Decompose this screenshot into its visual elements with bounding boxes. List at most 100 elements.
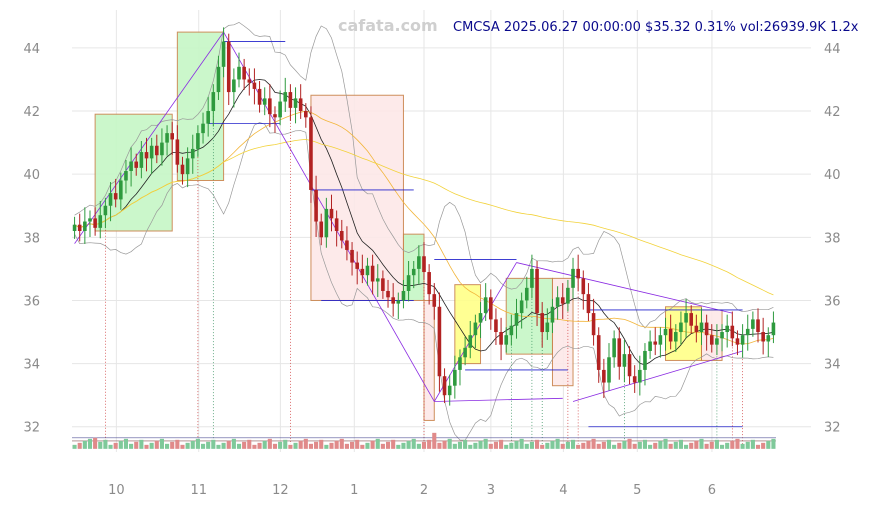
candle <box>550 298 555 333</box>
candle-body <box>432 294 437 307</box>
x-tick-label: 11 <box>190 483 207 498</box>
candle-body <box>596 335 601 370</box>
candle <box>72 216 77 239</box>
candle <box>370 254 375 295</box>
candle <box>139 141 144 179</box>
candle-body <box>190 148 195 159</box>
candle-body <box>560 297 565 304</box>
volume-bar <box>401 442 406 449</box>
volume-bar <box>170 441 175 449</box>
candle-body <box>699 322 704 333</box>
volume-bar <box>308 443 314 449</box>
candle-body <box>447 385 452 396</box>
pattern-box <box>176 31 225 181</box>
candle-body <box>684 313 688 323</box>
volume-bar <box>740 443 745 449</box>
volume-bar <box>385 441 391 449</box>
candle <box>668 314 673 350</box>
candle-body <box>185 158 190 175</box>
volume-bar <box>365 442 370 449</box>
candle-body <box>129 161 133 172</box>
candle-body <box>756 319 760 333</box>
candle <box>612 330 616 368</box>
volume-bar <box>257 442 262 449</box>
candle <box>350 242 354 276</box>
volume-bar <box>663 438 668 449</box>
candle <box>221 27 226 78</box>
candle-body <box>509 325 514 336</box>
volume-bar <box>211 439 216 449</box>
volume-bar <box>678 439 683 449</box>
candle-body <box>745 328 750 336</box>
volume-bar <box>576 444 581 449</box>
volume-bar <box>694 440 699 449</box>
volume-bar <box>118 440 123 449</box>
candle-body <box>725 325 729 333</box>
volume-bar <box>524 443 529 449</box>
volume-bar <box>529 441 534 449</box>
candle-body <box>329 208 334 219</box>
candle-body <box>293 98 298 108</box>
y-tick-label-left: 40 <box>23 168 40 183</box>
candle <box>699 308 704 345</box>
volume-bar <box>447 438 452 449</box>
candle <box>694 314 699 343</box>
candle <box>180 156 185 185</box>
y-tick-label-left: 36 <box>23 294 40 309</box>
ma-long-line <box>74 138 774 296</box>
candle <box>391 283 395 317</box>
candle-body <box>160 142 164 156</box>
y-tick-label-right: 42 <box>824 105 841 120</box>
volume-layer <box>72 432 776 449</box>
candle-body <box>165 133 169 143</box>
volume-bar <box>452 443 457 449</box>
y-tick-label-right: 44 <box>824 42 841 57</box>
candle-body <box>679 322 683 333</box>
candle-body <box>350 249 354 263</box>
candle-body <box>740 335 745 345</box>
volume-bar <box>283 439 288 449</box>
candle <box>360 254 365 284</box>
candle-body <box>545 322 550 333</box>
candle-body <box>458 357 462 370</box>
candle <box>206 96 210 137</box>
candle <box>704 314 709 351</box>
candle <box>119 172 123 210</box>
candle <box>288 84 293 121</box>
volume-bar <box>77 442 82 449</box>
candle <box>658 327 663 358</box>
candle-body <box>673 332 678 342</box>
candle-body <box>720 332 724 339</box>
volume-bar <box>473 442 478 449</box>
candle-body <box>175 139 180 165</box>
pattern-box <box>94 113 173 232</box>
candle <box>129 147 133 187</box>
candle-body <box>365 265 370 276</box>
volume-bar <box>560 443 565 449</box>
y-tick-label-right: 40 <box>824 168 841 183</box>
candle-body <box>98 215 103 228</box>
candle <box>663 317 668 351</box>
candle-body <box>709 335 714 345</box>
volume-bar <box>411 438 416 449</box>
candle <box>262 87 267 116</box>
volume-bar <box>504 444 509 449</box>
candle-body <box>468 335 473 348</box>
candle-body <box>93 218 97 228</box>
candle <box>617 327 622 380</box>
volume-bar <box>673 441 678 449</box>
candle-body <box>751 319 755 329</box>
candle <box>144 137 149 172</box>
volume-bar <box>72 444 77 449</box>
candles-layer <box>72 27 776 406</box>
candle <box>103 197 108 229</box>
candle <box>339 219 344 249</box>
candle <box>673 324 678 352</box>
candle <box>283 77 288 112</box>
candle-body <box>519 300 524 314</box>
candle-body <box>566 287 570 304</box>
volume-bar <box>622 440 627 449</box>
volume-bar <box>293 442 298 449</box>
